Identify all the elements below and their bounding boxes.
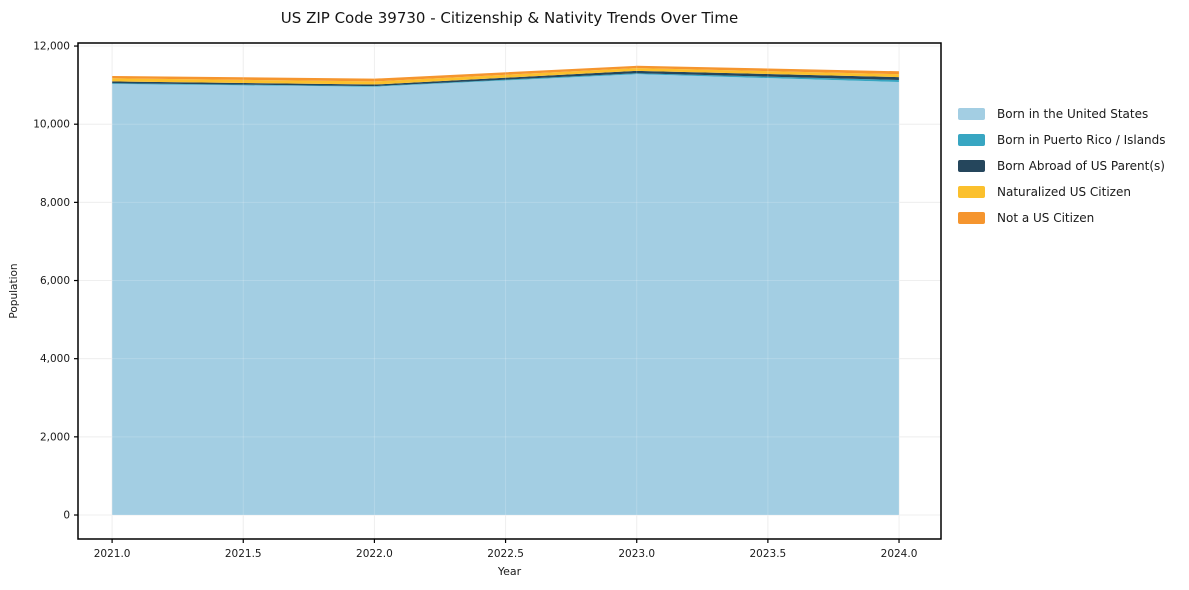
y-tick-label: 8,000 bbox=[40, 197, 70, 209]
legend-swatch bbox=[958, 185, 985, 198]
x-tick-label: 2023.5 bbox=[750, 548, 787, 560]
legend-label: Naturalized US Citizen bbox=[997, 184, 1131, 199]
x-tick-label: 2021.0 bbox=[94, 548, 131, 560]
area-born-abroad-of-us-parent-s bbox=[112, 70, 900, 87]
legend-swatch bbox=[958, 211, 985, 224]
y-tick-label: 10,000 bbox=[33, 119, 70, 131]
legend-swatch bbox=[958, 159, 985, 172]
legend-swatch bbox=[958, 133, 985, 146]
area-not-a-us-citizen bbox=[112, 65, 900, 82]
y-tick-label: 0 bbox=[63, 510, 70, 522]
chart-title: US ZIP Code 39730 - Citizenship & Nativi… bbox=[280, 9, 739, 27]
x-tick-label: 2021.5 bbox=[225, 548, 262, 560]
x-axis-label: Year bbox=[497, 565, 522, 578]
y-tick-label: 12,000 bbox=[33, 41, 70, 53]
area-born-in-the-united-states bbox=[112, 74, 900, 516]
area-born-in-puerto-rico-islands bbox=[112, 73, 900, 87]
legend-item-born-in-the-united-states: Born in the United States bbox=[958, 106, 1166, 121]
legend: Born in the United States Born in Puerto … bbox=[958, 106, 1166, 236]
plot-border bbox=[77, 42, 942, 540]
legend-label: Not a US Citizen bbox=[997, 210, 1095, 225]
legend-item-naturalized-us-citizen: Naturalized US Citizen bbox=[958, 184, 1166, 199]
x-tick-label: 2023.0 bbox=[618, 548, 655, 560]
legend-item-not-a-us-citizen: Not a US Citizen bbox=[958, 210, 1166, 225]
legend-label: Born in the United States bbox=[997, 106, 1149, 121]
legend-item-born-in-puerto-rico-islands: Born in Puerto Rico / Islands bbox=[958, 132, 1166, 147]
area-naturalized-us-citizen bbox=[112, 68, 900, 85]
legend-label: Born Abroad of US Parent(s) bbox=[997, 158, 1165, 173]
legend-swatch bbox=[958, 107, 985, 120]
legend-item-born-abroad-of-us-parent-s: Born Abroad of US Parent(s) bbox=[958, 158, 1166, 173]
x-tick-label: 2024.0 bbox=[881, 548, 918, 560]
y-tick-label: 2,000 bbox=[40, 431, 70, 443]
x-tick-label: 2022.5 bbox=[487, 548, 524, 560]
x-tick-label: 2022.0 bbox=[356, 548, 393, 560]
y-tick-label: 6,000 bbox=[40, 275, 70, 287]
legend-label: Born in Puerto Rico / Islands bbox=[997, 132, 1166, 147]
y-tick-label: 4,000 bbox=[40, 353, 70, 365]
